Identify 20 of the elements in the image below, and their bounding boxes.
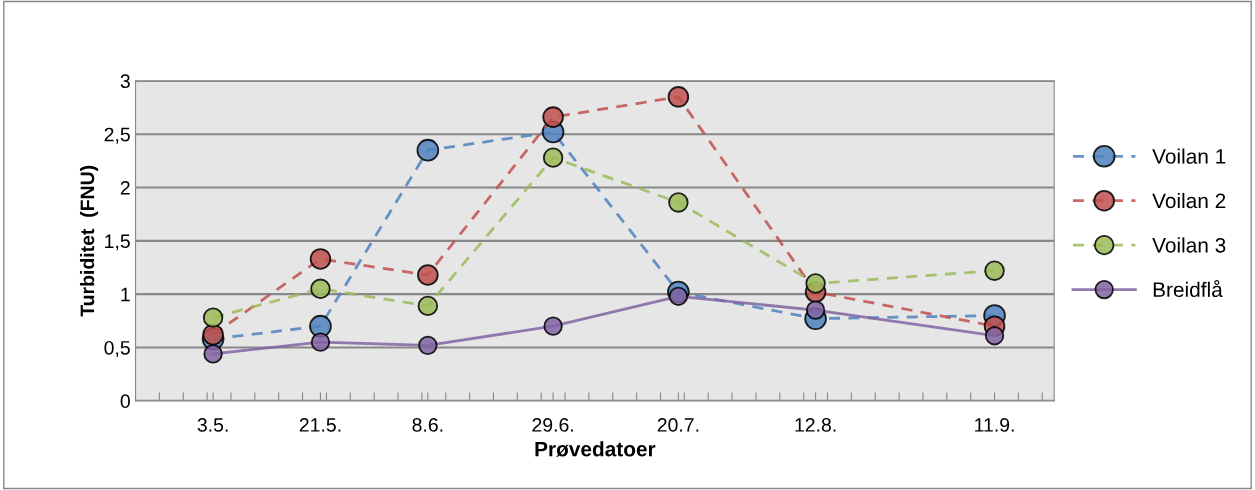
legend-label: Voilan 2 — [1152, 192, 1226, 209]
y-tick-label: 2,5 — [104, 127, 130, 144]
x-tick-label: 29.6. — [532, 418, 573, 432]
legend-label: Breidflå — [1153, 280, 1223, 298]
x-tick-label: 12.8. — [795, 418, 836, 432]
x-tick-label: 11.9. — [975, 418, 1014, 432]
x-tick-label: 3.5. — [197, 418, 228, 432]
y-tick-label: 1 — [121, 287, 130, 302]
y-tick-label: 0,5 — [104, 340, 130, 358]
y-axis-title: Turbiditet (FNU) — [79, 165, 99, 317]
x-tick-label: 20.7. — [657, 418, 699, 432]
x-tick-label: 8.6. — [412, 418, 443, 432]
x-tick-label: 21.5. — [299, 418, 341, 432]
y-tick-label: 0 — [120, 394, 130, 409]
y-tick-label: 1,5 — [105, 234, 130, 251]
legend-label: Voilan 1 — [1152, 148, 1226, 164]
x-axis-title: Prøvedatoer — [535, 441, 656, 457]
y-tick-label: 3 — [120, 74, 130, 89]
y-tick-label: 2 — [120, 180, 130, 195]
legend-label: Voilan 3 — [1152, 237, 1226, 253]
